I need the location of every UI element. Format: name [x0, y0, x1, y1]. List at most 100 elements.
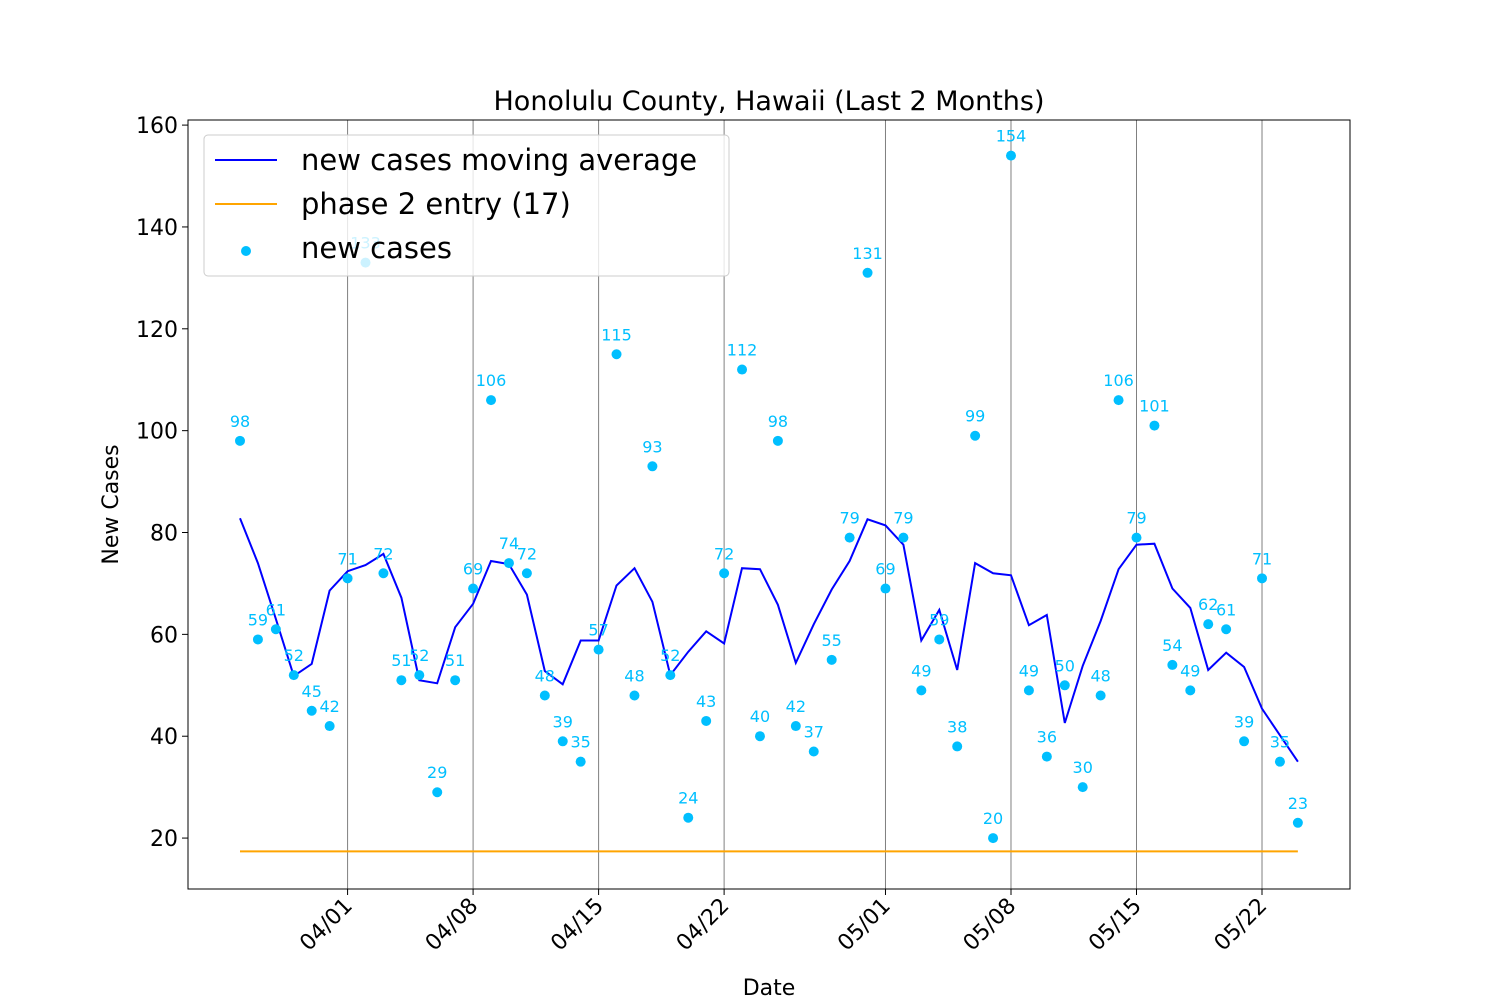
data-label: 59: [248, 610, 268, 629]
data-label: 54: [1162, 636, 1182, 655]
data-point: [970, 430, 981, 441]
data-point: [1239, 736, 1250, 747]
data-label: 49: [911, 661, 931, 680]
data-label: 49: [1180, 661, 1200, 680]
data-label: 42: [319, 697, 339, 716]
y-tick-label: 60: [150, 623, 178, 648]
data-point: [754, 731, 765, 742]
data-point: [1167, 659, 1178, 670]
x-tick-label: 04/01: [295, 894, 358, 957]
data-label: 71: [337, 549, 357, 568]
data-label: 23: [1288, 794, 1308, 813]
data-label: 101: [1139, 397, 1170, 416]
data-label: 51: [445, 651, 465, 670]
data-point: [1185, 685, 1196, 696]
data-point: [432, 787, 443, 798]
data-point: [450, 675, 461, 686]
x-tick-label: 04/22: [672, 894, 735, 957]
x-tick-label: 04/08: [421, 894, 484, 957]
y-tick-label: 20: [150, 827, 178, 852]
data-point: [306, 705, 317, 716]
data-label: 48: [624, 666, 644, 685]
data-point: [1059, 680, 1070, 691]
data-point: [486, 395, 497, 406]
x-tick-label: 05/15: [1084, 894, 1147, 957]
y-tick-label: 100: [136, 420, 178, 445]
data-point: [521, 568, 532, 579]
data-label: 69: [463, 560, 483, 579]
data-label: 45: [302, 682, 322, 701]
legend: new cases moving average phase 2 entry (…: [203, 134, 730, 277]
data-label: 49: [1019, 661, 1039, 680]
data-point: [1041, 751, 1052, 762]
data-point: [880, 583, 891, 594]
data-label: 52: [284, 646, 304, 665]
data-point: [629, 690, 640, 701]
data-label: 61: [1216, 600, 1236, 619]
data-point: [288, 670, 299, 681]
data-point: [378, 568, 389, 579]
x-axis-ticks: 04/01 04/08 04/15 04/22 05/01 05/08 05/15 05/22: [295, 889, 1272, 956]
data-label: 48: [1090, 666, 1110, 685]
data-point: [898, 532, 909, 543]
y-axis-ticks: 20 40 60 80 100 120 140 160: [136, 114, 188, 852]
data-label: 98: [230, 412, 250, 431]
data-point: [737, 364, 748, 375]
x-axis-label: Date: [743, 976, 796, 1000]
data-point: [1149, 420, 1160, 431]
data-point: [665, 670, 676, 681]
y-axis-label: New Cases: [99, 444, 124, 564]
data-point: [934, 634, 945, 645]
data-label: 59: [929, 610, 949, 629]
data-label: 69: [875, 560, 895, 579]
data-label: 99: [965, 407, 985, 426]
data-point: [235, 435, 245, 446]
data-point: [468, 583, 479, 594]
data-point: [719, 568, 730, 579]
data-label: 106: [1103, 371, 1134, 390]
data-label: 131: [852, 244, 883, 263]
data-label: 72: [517, 544, 537, 563]
data-point: [1203, 619, 1214, 630]
moving-average-line: [239, 517, 1299, 763]
legend-box: [203, 134, 730, 277]
data-label: 93: [642, 437, 662, 456]
data-point: [503, 558, 514, 569]
data-point: [916, 685, 927, 696]
data-label: 71: [1252, 549, 1272, 568]
x-tick-label: 04/15: [546, 894, 609, 957]
data-label: 20: [983, 809, 1003, 828]
y-tick-label: 140: [136, 216, 178, 241]
data-point: [1077, 782, 1088, 793]
data-label: 79: [893, 509, 913, 528]
data-point: [701, 715, 712, 726]
data-point: [1113, 395, 1124, 406]
x-tick-label: 05/01: [833, 894, 896, 957]
data-label: 74: [499, 534, 519, 553]
data-point: [952, 741, 963, 752]
data-point: [1221, 624, 1232, 635]
data-label: 51: [391, 651, 411, 670]
data-label: 154: [996, 127, 1027, 146]
data-point: [1257, 573, 1268, 584]
legend-swatch-new-cases: [241, 246, 251, 256]
data-point: [252, 634, 263, 645]
data-label: 98: [768, 412, 788, 431]
data-point: [342, 573, 353, 584]
data-point: [683, 812, 694, 823]
data-point: [844, 532, 855, 543]
data-point: [611, 349, 622, 360]
data-point: [1023, 685, 1034, 696]
legend-label-phase-2-entry: phase 2 entry (17): [301, 187, 571, 221]
data-point: [593, 644, 604, 655]
data-label: 79: [1126, 509, 1146, 528]
data-label: 50: [1055, 656, 1075, 675]
data-label: 72: [714, 544, 734, 563]
data-point: [826, 654, 837, 665]
x-tick-label: 05/22: [1210, 894, 1273, 957]
data-point: [862, 267, 873, 278]
data-point: [557, 736, 568, 747]
data-label: 48: [535, 666, 555, 685]
data-label: 39: [553, 712, 573, 731]
